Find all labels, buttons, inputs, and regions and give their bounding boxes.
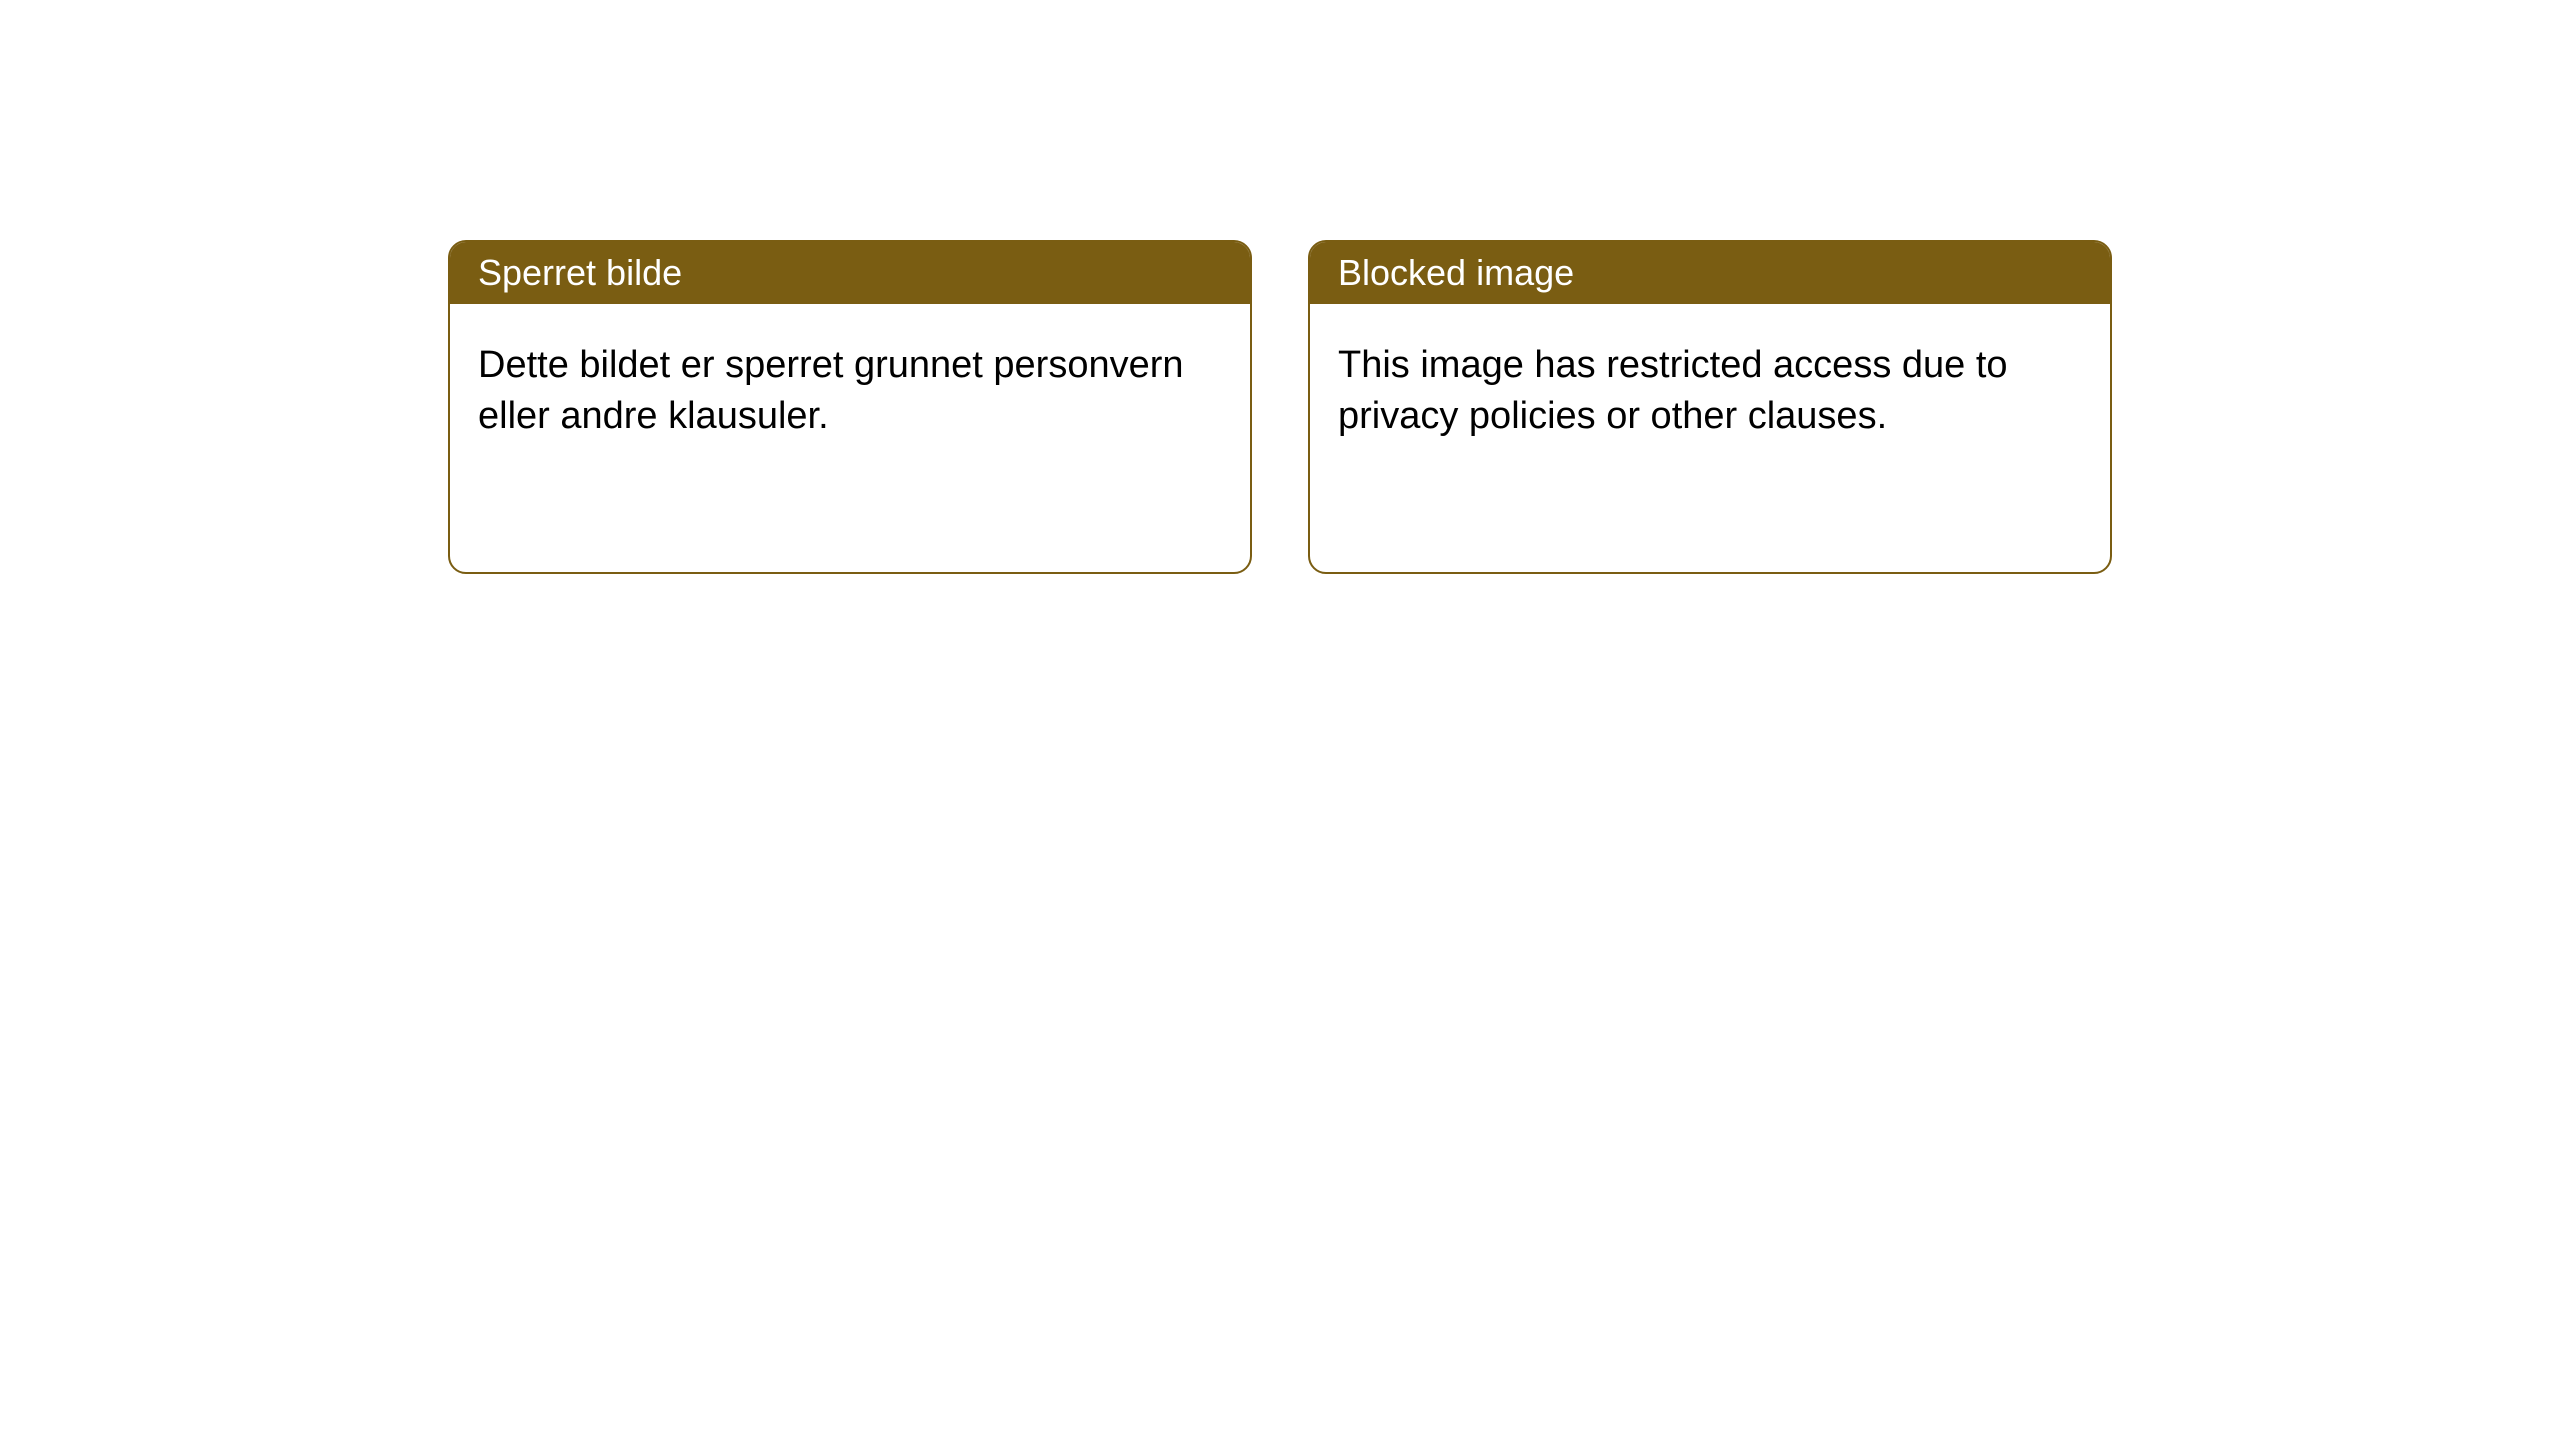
notice-card-header: Blocked image [1310, 242, 2110, 304]
notice-card-body: This image has restricted access due to … [1310, 304, 2110, 479]
notice-card-norwegian: Sperret bilde Dette bildet er sperret gr… [448, 240, 1252, 574]
notice-body-text: Dette bildet er sperret grunnet personve… [478, 344, 1184, 437]
notice-card-body: Dette bildet er sperret grunnet personve… [450, 304, 1250, 479]
notice-card-header: Sperret bilde [450, 242, 1250, 304]
notice-body-text: This image has restricted access due to … [1338, 344, 2008, 437]
notice-title: Sperret bilde [478, 252, 682, 293]
notice-card-english: Blocked image This image has restricted … [1308, 240, 2112, 574]
notice-container: Sperret bilde Dette bildet er sperret gr… [448, 240, 2560, 574]
notice-title: Blocked image [1338, 252, 1574, 293]
